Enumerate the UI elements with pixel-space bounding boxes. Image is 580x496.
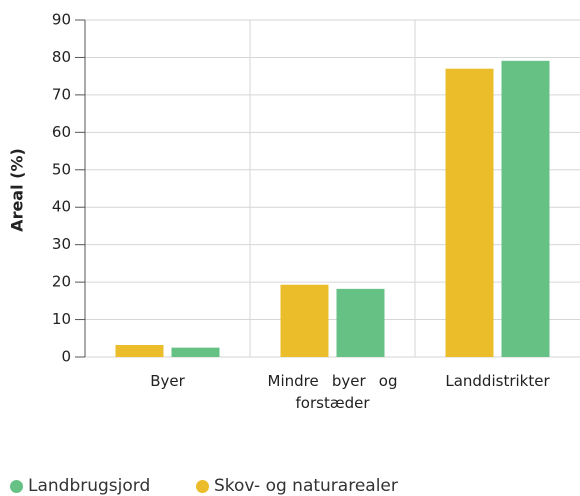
x-tick-label: Mindre byer og forstæder xyxy=(267,372,398,412)
legend-item: Landbrugsjord xyxy=(10,476,150,496)
y-tick-label: 90 xyxy=(52,11,71,29)
y-axis-label: Areal (%) xyxy=(8,148,27,232)
bar xyxy=(501,60,550,357)
y-tick-label: 40 xyxy=(52,198,71,216)
bar xyxy=(280,284,329,357)
y-tick-label: 10 xyxy=(52,310,71,328)
legend-label: Skov- og naturarealer xyxy=(214,476,398,496)
y-tick-label: 70 xyxy=(52,85,71,103)
legend-marker xyxy=(196,479,209,493)
legend-marker xyxy=(10,479,23,493)
x-tick-label: Byer xyxy=(150,372,185,390)
y-tick-label: 0 xyxy=(61,348,71,366)
bar xyxy=(445,68,494,357)
y-tick-label: 60 xyxy=(52,123,71,141)
bar xyxy=(115,345,164,357)
bar xyxy=(171,347,220,357)
legend-label: Landbrugsjord xyxy=(28,476,151,496)
y-tick-label: 30 xyxy=(52,235,71,253)
legend-item: Skov- og naturarealer xyxy=(196,476,398,496)
x-tick-label: Landdistrikter xyxy=(445,372,550,390)
bar xyxy=(336,288,385,357)
y-tick-label: 50 xyxy=(52,160,71,178)
y-tick-label: 20 xyxy=(52,273,71,291)
y-tick-label: 80 xyxy=(52,48,71,66)
